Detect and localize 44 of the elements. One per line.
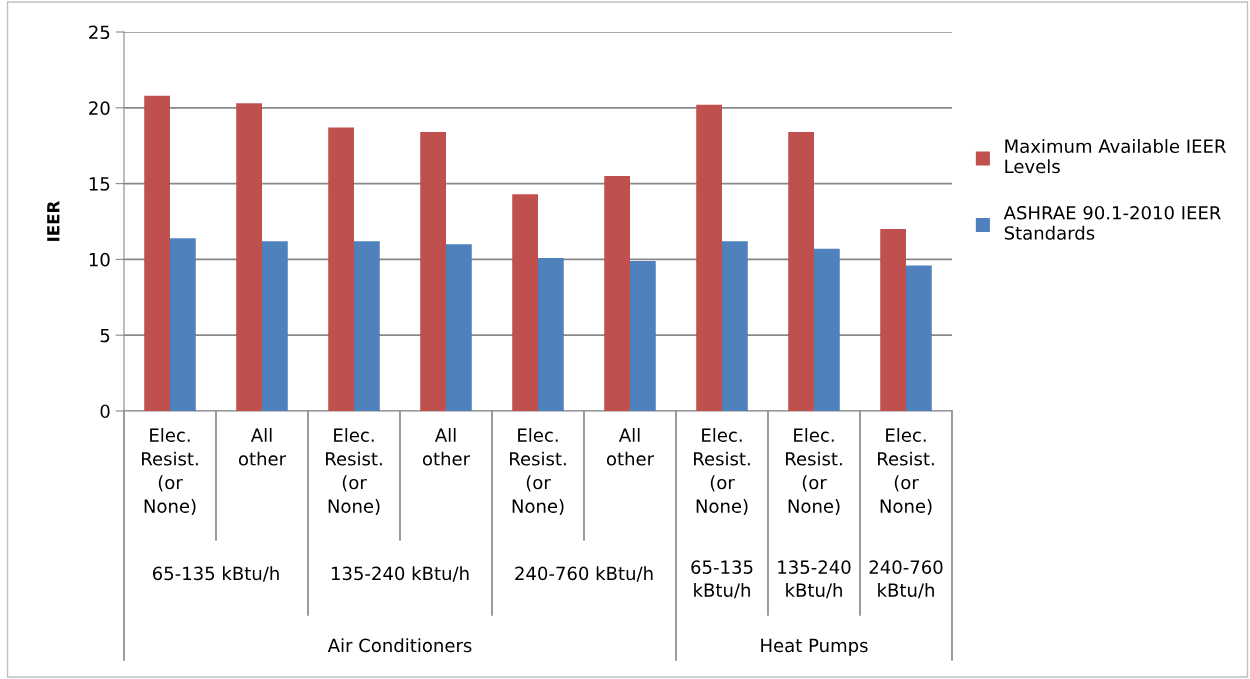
x-tick-label: All other <box>606 428 655 466</box>
bar <box>236 103 262 411</box>
text: Heat Pumps <box>761 638 868 656</box>
text: 65-135 kBtu/h <box>691 560 753 599</box>
bar <box>880 229 906 411</box>
y-axis-title: IEER <box>47 200 60 241</box>
text: 135-240 kBtu/h <box>331 566 469 582</box>
x-tick-label: All other <box>422 428 471 466</box>
bar <box>512 194 538 411</box>
text: 240-760 kBtu/h <box>515 566 653 582</box>
legend-label: Maximum Available IEER Levels <box>1005 139 1226 174</box>
bar <box>788 132 814 411</box>
bar <box>604 176 630 411</box>
text: 65-135 kBtu/h <box>152 566 279 582</box>
bar <box>328 127 354 411</box>
text: 135-240 kBtu/h <box>778 560 851 599</box>
bar <box>262 241 288 411</box>
x-tick-label: Elec. Resist. (or None) <box>326 428 382 516</box>
y-tick-label: 25 <box>89 25 110 40</box>
x-tick-label: Elec. Resist. (or None) <box>878 428 934 516</box>
bar <box>420 132 446 411</box>
y-tick-label: 10 <box>89 252 110 267</box>
bar <box>144 95 170 411</box>
x-tick-label: Elec. Resist. (or None) <box>694 428 750 516</box>
x-tick-label: Elec. Resist. (or None) <box>510 428 566 516</box>
bar <box>722 241 748 411</box>
x-tick-label: Elec. Resist. (or None) <box>142 428 198 516</box>
bar <box>630 260 656 411</box>
y-tick-label: 5 <box>100 328 110 343</box>
bar <box>170 238 196 411</box>
bar <box>814 248 840 411</box>
x-tick-label: All other <box>238 428 287 466</box>
text: 240-760 kBtu/h <box>869 560 943 599</box>
y-tick-label: 20 <box>89 101 110 115</box>
x-tick-label: Elec. Resist. (or None) <box>786 428 842 516</box>
bar <box>906 265 932 411</box>
legend-label: ASHRAE 90.1-2010 IEER Standards <box>1003 205 1221 240</box>
bar <box>354 241 380 411</box>
bar <box>446 244 472 411</box>
text: Air Conditioners <box>327 638 472 653</box>
bar <box>696 104 722 411</box>
y-tick-label: 15 <box>89 177 110 191</box>
y-tick-label: 0 <box>100 404 110 419</box>
bar <box>538 257 564 411</box>
